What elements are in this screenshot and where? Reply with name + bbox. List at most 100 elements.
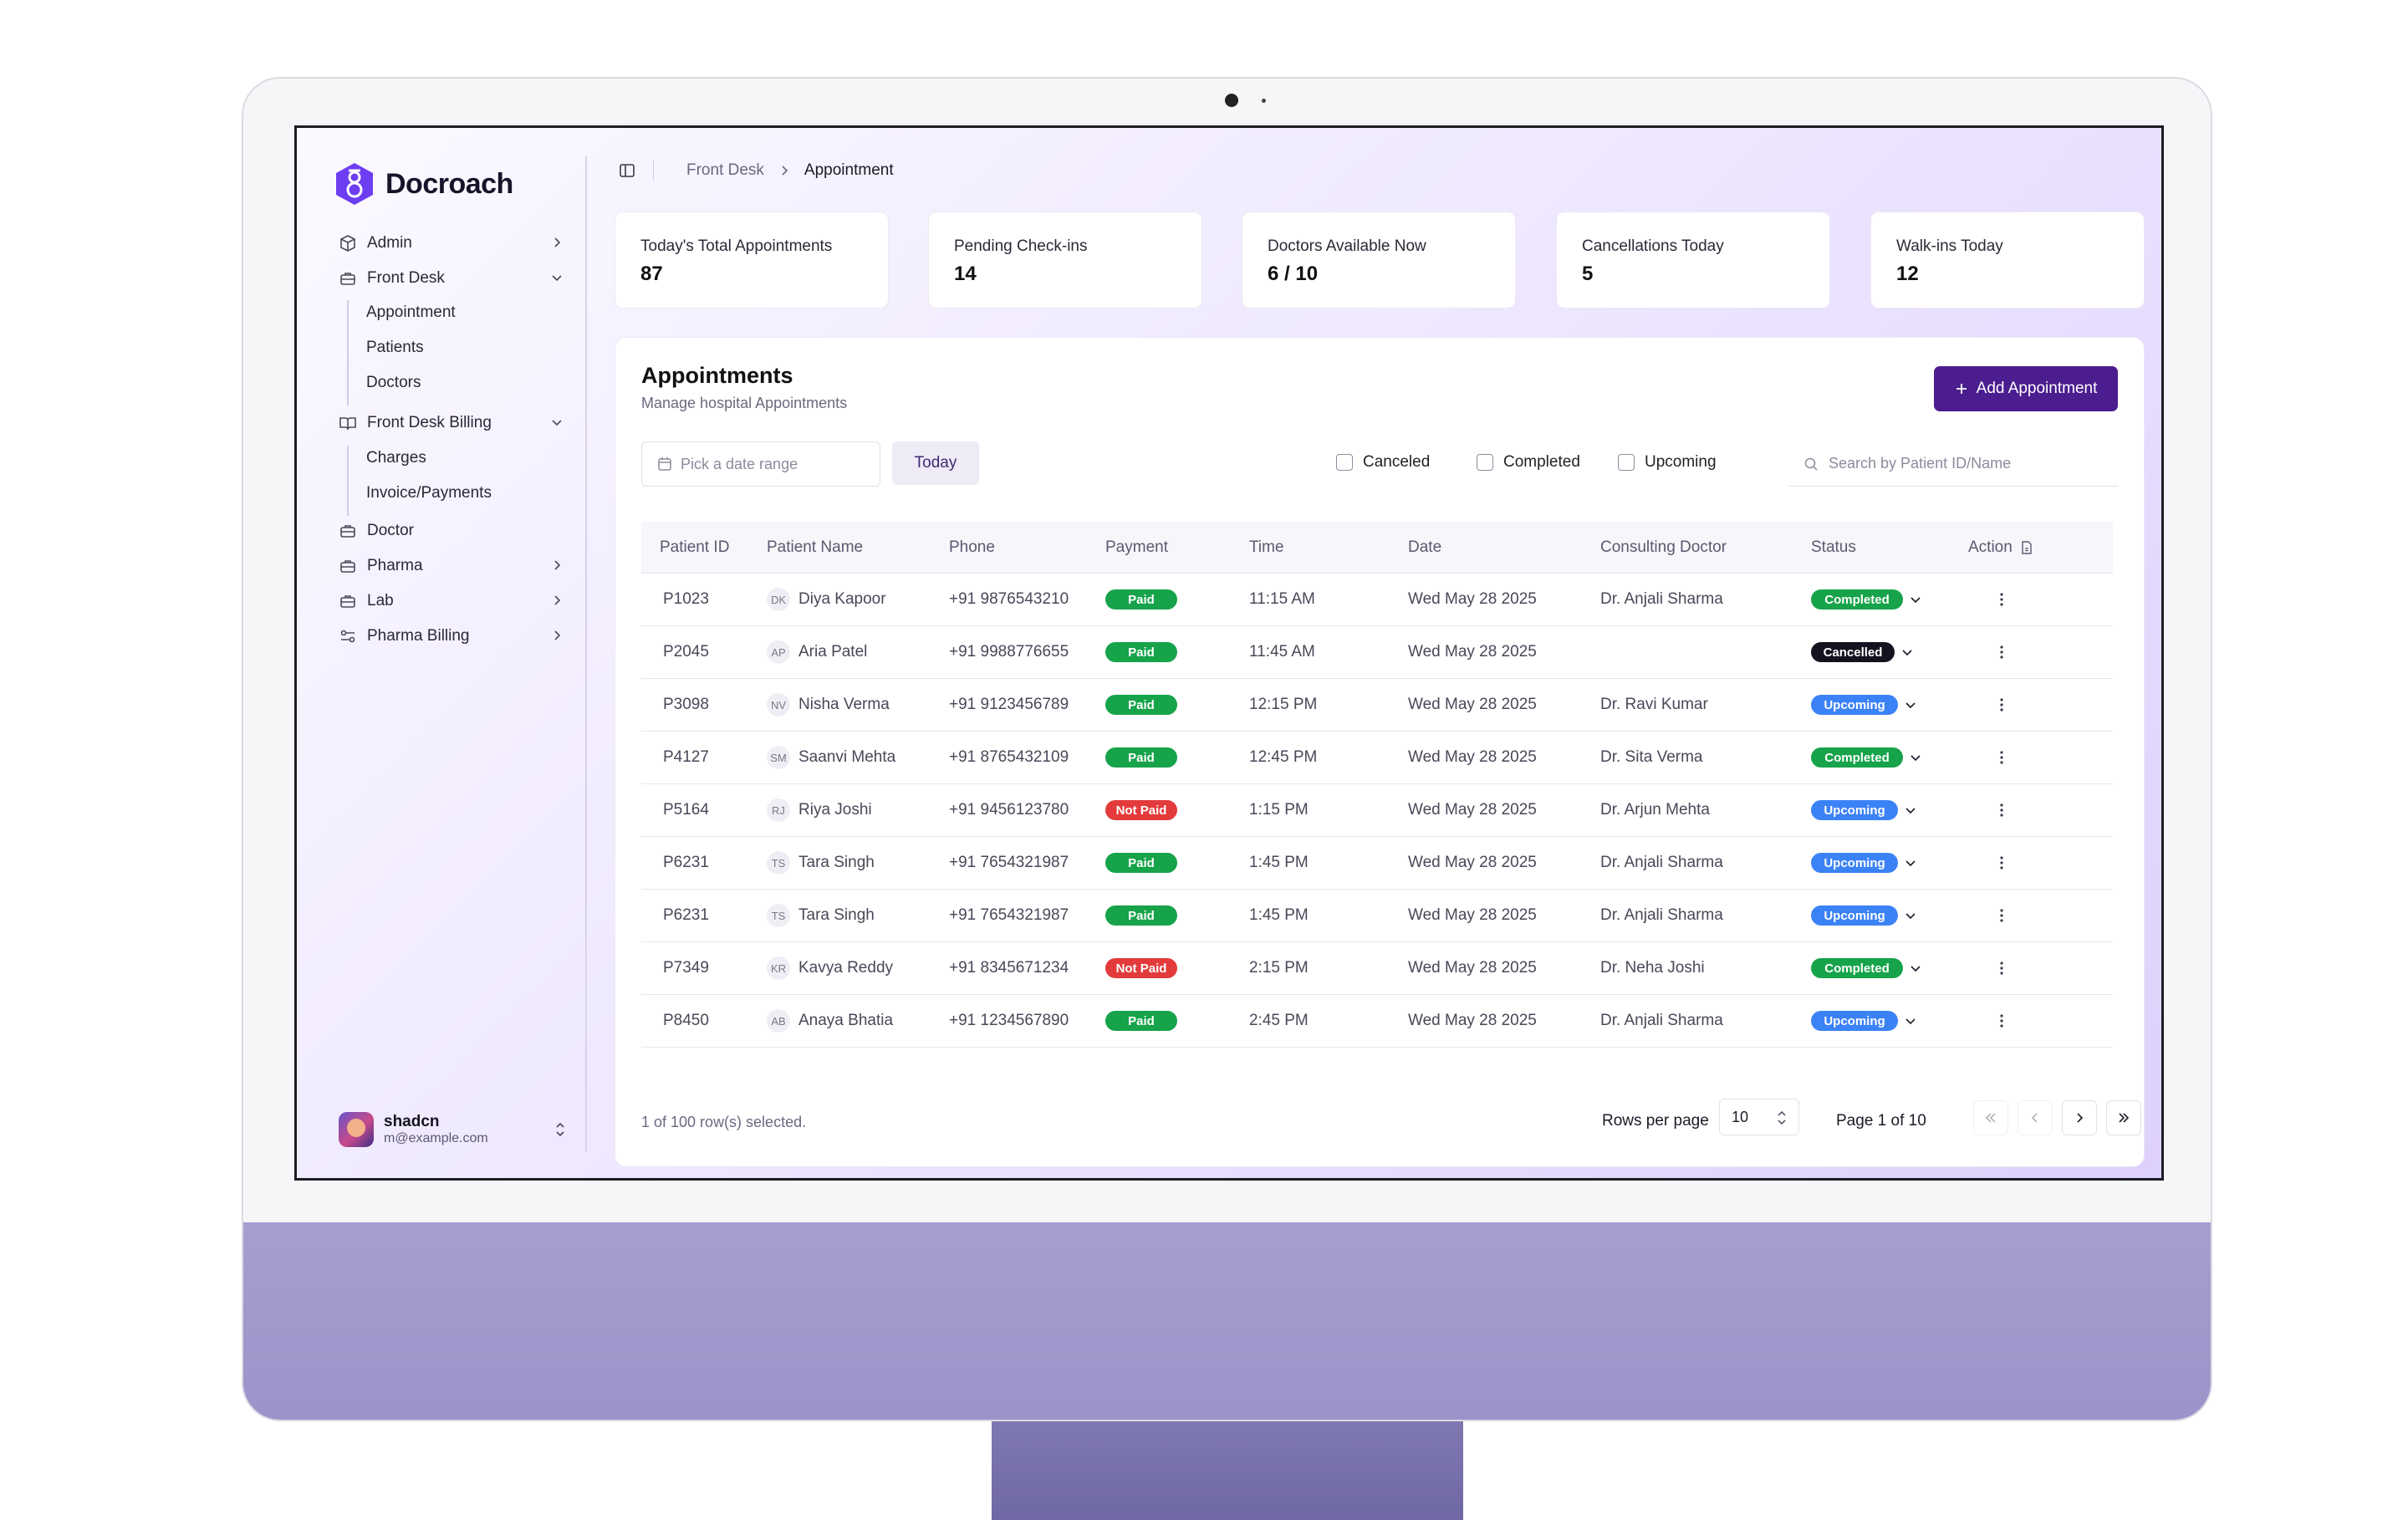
chevrons-up-down-icon — [556, 1122, 564, 1137]
col-date[interactable]: Date — [1408, 538, 1442, 556]
checkbox[interactable] — [1477, 454, 1493, 471]
sidebar-item-doctor[interactable]: Doctor — [339, 516, 564, 546]
patient-initials-avatar: AB — [767, 1009, 790, 1033]
sidebar-item-label: Pharma — [367, 557, 423, 574]
next-page-button[interactable] — [2062, 1100, 2097, 1135]
cell-status[interactable]: Upcoming — [1811, 800, 1968, 820]
cell-payment: Paid — [1105, 853, 1249, 873]
breadcrumb-parent[interactable]: Front Desk — [686, 161, 764, 179]
sidebar-item-lab[interactable]: Lab — [339, 586, 564, 616]
chevron-down-icon[interactable] — [1908, 961, 1923, 976]
cell-status[interactable]: Upcoming — [1811, 1011, 1968, 1031]
sidebar-item-front-desk-billing[interactable]: Front Desk Billing — [339, 408, 564, 438]
sidebar-subitem-patients[interactable]: Patients — [366, 339, 424, 356]
sidebar-subitem-doctors[interactable]: Doctors — [366, 374, 421, 391]
more-vertical-icon[interactable] — [1992, 853, 2012, 873]
search-input[interactable]: Search by Patient ID/Name — [1788, 441, 2118, 487]
cell-action — [1968, 958, 2069, 978]
chevron-down-icon[interactable] — [1903, 1013, 1918, 1028]
chevron-down-icon — [552, 420, 562, 426]
status-badge: Upcoming — [1811, 800, 1898, 820]
col-consulting-doctor[interactable]: Consulting Doctor — [1600, 538, 1727, 556]
cell-status[interactable]: Completed — [1811, 958, 1968, 978]
col-status[interactable]: Status — [1811, 538, 1856, 556]
cell-status[interactable]: Cancelled — [1811, 642, 1968, 662]
table-row[interactable]: P6231 TS Tara Singh +91 7654321987 Paid 1:45 … — [641, 890, 2113, 942]
checkbox[interactable] — [1618, 454, 1635, 471]
package-icon — [340, 235, 355, 252]
stat-value: 5 — [1582, 263, 1594, 285]
selection-count: 1 of 100 row(s) selected. — [641, 1114, 807, 1130]
col-patient-name[interactable]: Patient Name — [767, 538, 864, 556]
chevron-down-icon[interactable] — [1908, 750, 1923, 765]
table-header: Patient ID Patient Name Phone Payment Ti… — [641, 522, 2113, 574]
table-row[interactable]: P8450 AB Anaya Bhatia +91 1234567890 Paid 2:4… — [641, 995, 2113, 1048]
cell-status[interactable]: Upcoming — [1811, 695, 1968, 715]
filter-upcoming[interactable]: Upcoming — [1618, 453, 1717, 472]
date-range-picker[interactable]: Pick a date range — [641, 441, 880, 487]
checkbox[interactable] — [1336, 454, 1353, 471]
stat-card: Doctors Available Now 6 / 10 — [1242, 212, 1516, 309]
more-vertical-icon[interactable] — [1992, 958, 2012, 978]
more-vertical-icon[interactable] — [1992, 695, 2012, 715]
cell-action — [1968, 747, 2069, 768]
payment-badge: Paid — [1105, 853, 1177, 873]
today-button[interactable]: Today — [892, 441, 979, 485]
col-payment[interactable]: Payment — [1105, 538, 1168, 556]
filter-completed[interactable]: Completed — [1477, 453, 1580, 472]
sidebar-item-front-desk[interactable]: Front Desk — [339, 263, 564, 293]
previous-page-button[interactable] — [2018, 1100, 2053, 1135]
last-page-button[interactable] — [2106, 1100, 2141, 1135]
more-vertical-icon[interactable] — [1992, 747, 2012, 768]
col-time[interactable]: Time — [1249, 538, 1284, 556]
cell-patient-name: NV Nisha Verma — [767, 693, 949, 717]
cell-phone: +91 8345671234 — [949, 959, 1069, 977]
user-menu[interactable]: shadcn m@example.com — [339, 1106, 569, 1153]
sidebar-subitem-charges[interactable]: Charges — [366, 449, 426, 467]
filter-canceled[interactable]: Canceled — [1336, 453, 1430, 472]
chevron-down-icon[interactable] — [1903, 803, 1918, 818]
chevron-down-icon[interactable] — [1903, 855, 1918, 870]
sidebar-item-label: Front Desk Billing — [367, 414, 492, 431]
sidebar: Docroach Admin Front Desk Appointment Pa… — [297, 128, 585, 1178]
sidebar-item-pharma[interactable]: Pharma — [339, 551, 564, 581]
table-row[interactable]: P7349 KR Kavya Reddy +91 8345671234 Not Paid… — [641, 942, 2113, 995]
cell-doctor: Dr. Anjali Sharma — [1600, 590, 1723, 608]
table-row[interactable]: P1023 DK Diya Kapoor +91 9876543210 Paid 11:1… — [641, 574, 2113, 626]
stat-label: Cancellations Today — [1582, 237, 1724, 255]
add-appointment-button[interactable]: Add Appointment — [1934, 366, 2118, 411]
cell-status[interactable]: Completed — [1811, 589, 1968, 610]
brand[interactable]: Docroach — [332, 161, 513, 207]
cell-patient-name: KR Kavya Reddy — [767, 956, 949, 980]
sidebar-subitem-invoice-payments[interactable]: Invoice/Payments — [366, 484, 492, 502]
col-patient-id[interactable]: Patient ID — [660, 538, 730, 556]
more-vertical-icon[interactable] — [1992, 642, 2012, 662]
chevron-down-icon[interactable] — [1903, 908, 1918, 923]
more-vertical-icon[interactable] — [1992, 1011, 2012, 1031]
cell-status[interactable]: Upcoming — [1811, 905, 1968, 926]
rows-per-page-select[interactable]: 10 — [1719, 1099, 1799, 1135]
more-vertical-icon[interactable] — [1992, 589, 2012, 610]
chevron-down-icon[interactable] — [1900, 645, 1915, 660]
sidebar-subitem-appointment[interactable]: Appointment — [366, 303, 456, 321]
cell-doctor: Dr. Sita Verma — [1600, 748, 1703, 766]
chevron-down-icon[interactable] — [1908, 592, 1923, 607]
table-row[interactable]: P6231 TS Tara Singh +91 7654321987 Paid 1:45 … — [641, 837, 2113, 890]
sidebar-item-admin[interactable]: Admin — [339, 228, 564, 258]
table-row[interactable]: P4127 SM Saanvi Mehta +91 8765432109 Paid 12:… — [641, 732, 2113, 784]
patient-initials-avatar: TS — [767, 904, 790, 927]
first-page-button[interactable] — [1973, 1100, 2008, 1135]
table-row[interactable]: P2045 AP Aria Patel +91 9988776655 Paid 11:45… — [641, 626, 2113, 679]
cell-status[interactable]: Upcoming — [1811, 853, 1968, 873]
sidebar-item-pharma-billing[interactable]: Pharma Billing — [339, 621, 564, 651]
table-row[interactable]: P5164 RJ Riya Joshi +91 9456123780 Not Paid 1… — [641, 784, 2113, 837]
more-vertical-icon[interactable] — [1992, 800, 2012, 820]
sidebar-toggle-icon[interactable] — [618, 161, 636, 180]
table-row[interactable]: P3098 NV Nisha Verma +91 9123456789 Paid 12:1… — [641, 679, 2113, 732]
more-vertical-icon[interactable] — [1992, 905, 2012, 926]
patient-name: Aria Patel — [798, 643, 868, 661]
chevron-down-icon[interactable] — [1903, 697, 1918, 712]
col-phone[interactable]: Phone — [949, 538, 995, 556]
cell-status[interactable]: Completed — [1811, 747, 1968, 768]
file-icon[interactable] — [2019, 540, 2034, 555]
